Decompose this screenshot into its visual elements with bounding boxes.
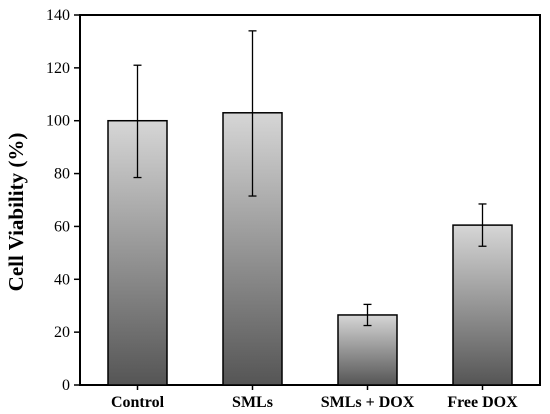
x-tick-label: SMLs bbox=[232, 394, 273, 411]
y-tick-label: 120 bbox=[46, 60, 70, 77]
plot-frame bbox=[79, 14, 541, 386]
y-tick-label: 40 bbox=[54, 271, 70, 288]
y-tick-label: 80 bbox=[54, 166, 70, 183]
y-tick-label: 60 bbox=[54, 218, 70, 235]
y-tick-label: 100 bbox=[46, 113, 70, 130]
x-tick-label: SMLs + DOX bbox=[321, 394, 415, 411]
x-tick-label: Control bbox=[111, 394, 165, 411]
y-tick-label: 140 bbox=[46, 7, 70, 24]
bar bbox=[452, 224, 513, 386]
y-tick-label: 20 bbox=[54, 324, 70, 341]
y-axis-title: Cell Viability (%) bbox=[4, 133, 28, 292]
y-tick-label: 0 bbox=[62, 377, 70, 394]
x-tick-label: Free DOX bbox=[447, 394, 518, 411]
